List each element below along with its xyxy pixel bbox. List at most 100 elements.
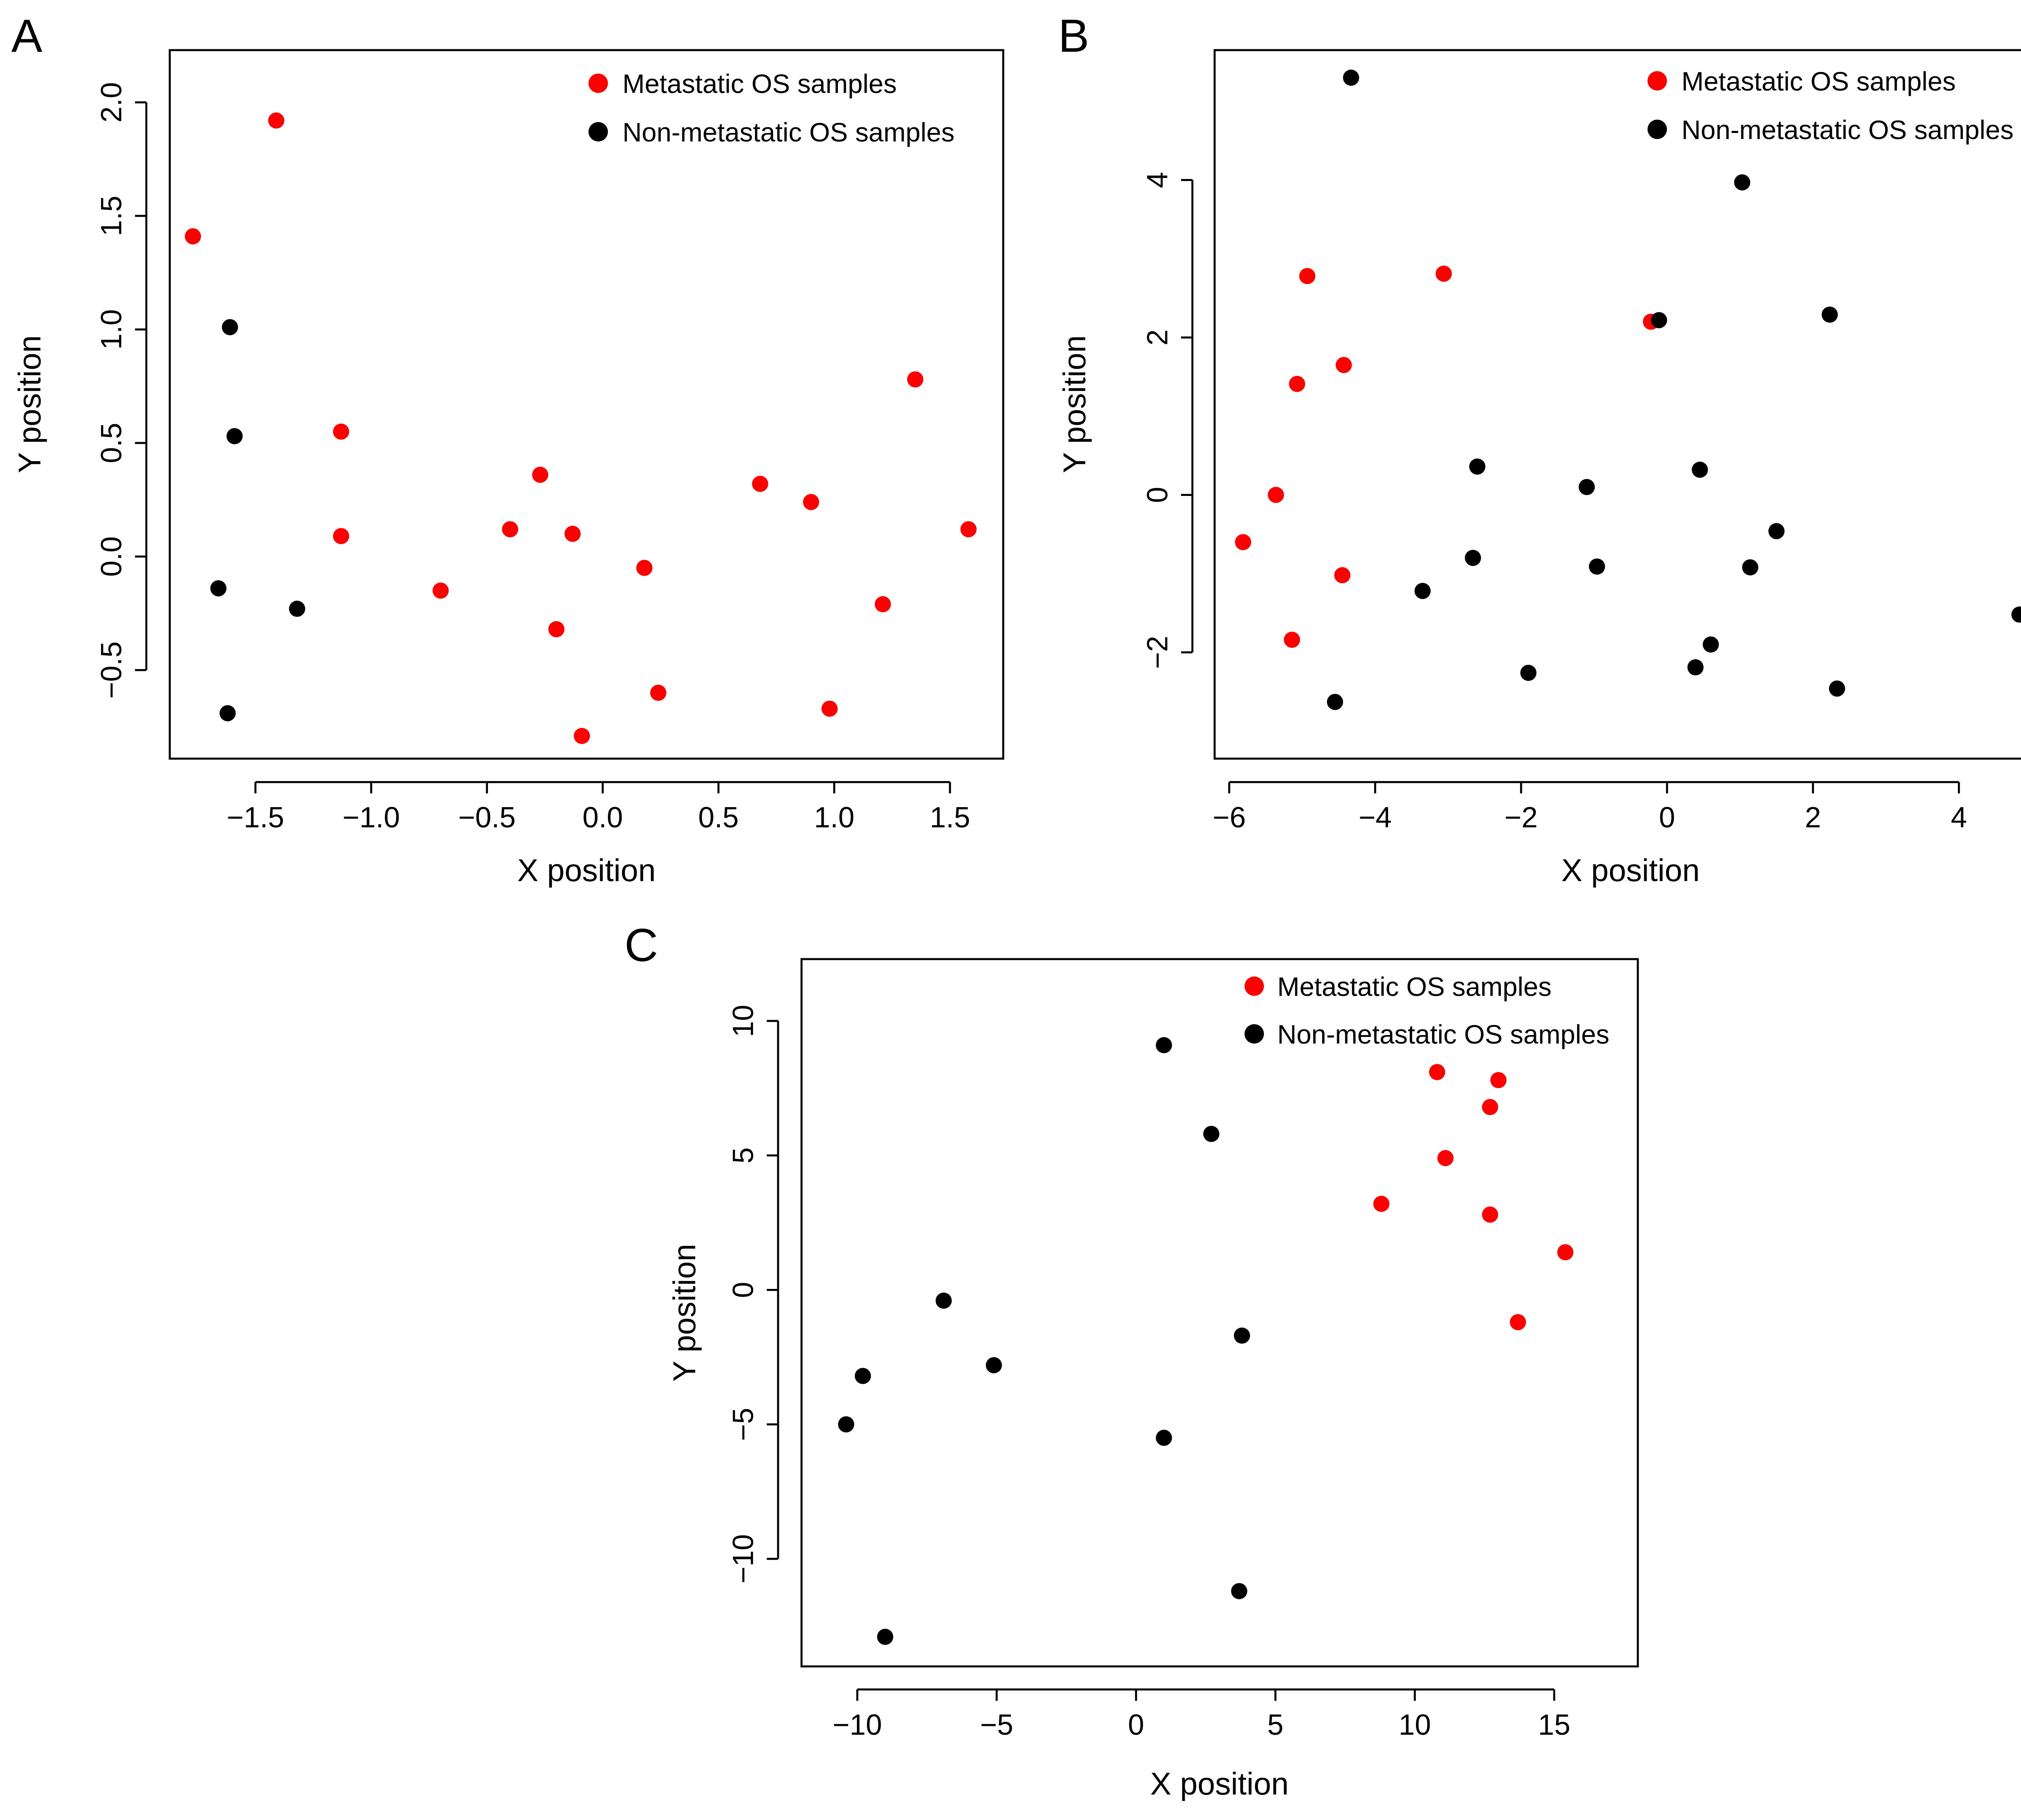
plot-frame-b (1213, 49, 2021, 760)
x-tick-label-a: 1.5 (930, 801, 970, 834)
x-axis-c: −10 −5 0 5 10 15 (833, 1688, 1570, 1741)
y-tick-label-c: 5 (727, 1147, 759, 1164)
point-metastatic-c (1510, 1314, 1526, 1331)
y-tick-label-a: −0.5 (95, 641, 128, 699)
legend-label-metastatic-c: Metastatic OS samples (1277, 972, 1552, 1002)
point-non-metastatic-b (1414, 583, 1431, 599)
x-tick-label-c: 0 (1128, 1709, 1144, 1741)
point-non-metastatic-c (1156, 1430, 1172, 1446)
legend-a: Metastatic OS samples Non-metastatic OS … (589, 69, 955, 147)
point-metastatic-a (268, 112, 285, 129)
points-b (1235, 70, 2021, 710)
point-non-metastatic-b (2011, 606, 2021, 623)
legend-label-non-metastatic-b: Non-metastatic OS samples (1681, 115, 2014, 145)
y-tick-label-b: −2 (1141, 636, 1174, 669)
point-non-metastatic-b (1520, 664, 1537, 681)
point-non-metastatic-c (1234, 1327, 1250, 1344)
point-non-metastatic-c (1156, 1037, 1172, 1053)
point-metastatic-a (564, 525, 581, 542)
x-tick-label-c: 10 (1399, 1709, 1431, 1741)
point-metastatic-a (185, 228, 201, 245)
point-metastatic-b (1289, 375, 1305, 392)
point-non-metastatic-c (854, 1368, 871, 1384)
point-metastatic-b (1334, 567, 1350, 584)
point-non-metastatic-a (289, 601, 306, 617)
point-metastatic-b (1335, 357, 1352, 373)
legend-label-metastatic-b: Metastatic OS samples (1681, 66, 1956, 96)
point-non-metastatic-c (985, 1357, 1002, 1373)
point-non-metastatic-a (222, 319, 238, 335)
y-axis-b: −2 0 2 4 (1141, 172, 1194, 669)
y-axis-title-c: Y position (667, 1244, 702, 1381)
point-metastatic-c (1482, 1099, 1498, 1115)
x-axis-title-a: X position (517, 852, 656, 888)
point-metastatic-a (803, 494, 819, 510)
point-non-metastatic-b (1687, 659, 1704, 676)
point-non-metastatic-b (1469, 458, 1485, 475)
point-metastatic-a (636, 560, 653, 576)
point-metastatic-c (1557, 1244, 1574, 1261)
x-tick-label-b: 0 (1659, 801, 1675, 834)
point-non-metastatic-b (1768, 523, 1785, 540)
point-metastatic-a (333, 423, 349, 440)
point-metastatic-a (907, 371, 924, 388)
x-tick-label-a: −1.5 (227, 801, 284, 834)
x-tick-label-c: 15 (1538, 1709, 1570, 1741)
point-metastatic-c (1429, 1064, 1445, 1080)
point-metastatic-a (502, 521, 518, 538)
point-non-metastatic-b (1465, 550, 1481, 566)
x-axis-title-b: X position (1561, 852, 1700, 888)
panel-label-b: B (1058, 10, 1089, 62)
point-non-metastatic-c (877, 1628, 893, 1645)
y-axis-title-a: Y position (12, 335, 47, 473)
point-non-metastatic-b (1702, 636, 1719, 653)
x-tick-label-a: 1.0 (814, 801, 854, 834)
point-non-metastatic-c (838, 1416, 854, 1433)
point-metastatic-a (875, 596, 891, 612)
point-non-metastatic-a (210, 580, 227, 597)
y-tick-label-a: 2.0 (95, 82, 128, 122)
x-tick-label-b: −4 (1359, 801, 1392, 834)
y-tick-label-a: 1.5 (95, 196, 128, 236)
y-tick-label-c: −10 (727, 1534, 759, 1584)
x-tick-label-c: 5 (1267, 1709, 1283, 1741)
y-axis-a: −0.5 0.0 0.5 1.0 1.5 2.0 (95, 82, 148, 699)
legend-marker-non-metastatic-a (589, 122, 608, 141)
point-metastatic-b (1435, 266, 1452, 282)
x-axis-title-c: X position (1150, 1766, 1289, 1801)
point-non-metastatic-a (219, 705, 236, 721)
point-metastatic-a (960, 521, 977, 538)
point-metastatic-a (532, 466, 548, 483)
point-non-metastatic-c (935, 1293, 952, 1309)
legend-marker-non-metastatic-c (1245, 1024, 1264, 1044)
panel-a: A −1.5 −1.0 −0.5 0.0 0.5 1.0 1.5 −0.5 0.0 0.5 1.0… (11, 10, 1004, 888)
point-non-metastatic-b (1692, 462, 1708, 478)
point-non-metastatic-b (1343, 70, 1359, 86)
x-tick-label-b: −6 (1213, 801, 1246, 834)
points-a (185, 112, 977, 744)
legend-marker-metastatic-a (589, 74, 608, 93)
point-metastatic-a (821, 700, 838, 717)
point-non-metastatic-c (1231, 1583, 1247, 1599)
x-tick-label-c: −10 (833, 1709, 882, 1741)
points-c (838, 1037, 1574, 1645)
x-tick-label-a: −0.5 (458, 801, 516, 834)
legend-marker-non-metastatic-b (1648, 120, 1667, 139)
legend-marker-metastatic-b (1648, 71, 1667, 91)
legend-marker-metastatic-c (1245, 976, 1264, 996)
x-tick-label-a: 0.5 (698, 801, 738, 834)
panel-label-a: A (11, 10, 42, 62)
panel-c: C −10 −5 0 5 10 15 −10 −5 0 5 10 X position Y pos… (624, 919, 1639, 1801)
legend-label-non-metastatic-a: Non-metastatic OS samples (622, 117, 955, 147)
point-non-metastatic-b (1578, 479, 1595, 496)
point-metastatic-a (548, 621, 565, 637)
point-non-metastatic-b (1651, 312, 1667, 329)
point-metastatic-c (1482, 1206, 1498, 1223)
x-tick-label-b: 2 (1805, 801, 1821, 834)
y-tick-label-c: −5 (727, 1408, 759, 1441)
point-metastatic-b (1299, 268, 1316, 285)
point-metastatic-a (752, 476, 768, 492)
point-non-metastatic-b (1589, 558, 1605, 575)
point-non-metastatic-c (1203, 1126, 1219, 1142)
